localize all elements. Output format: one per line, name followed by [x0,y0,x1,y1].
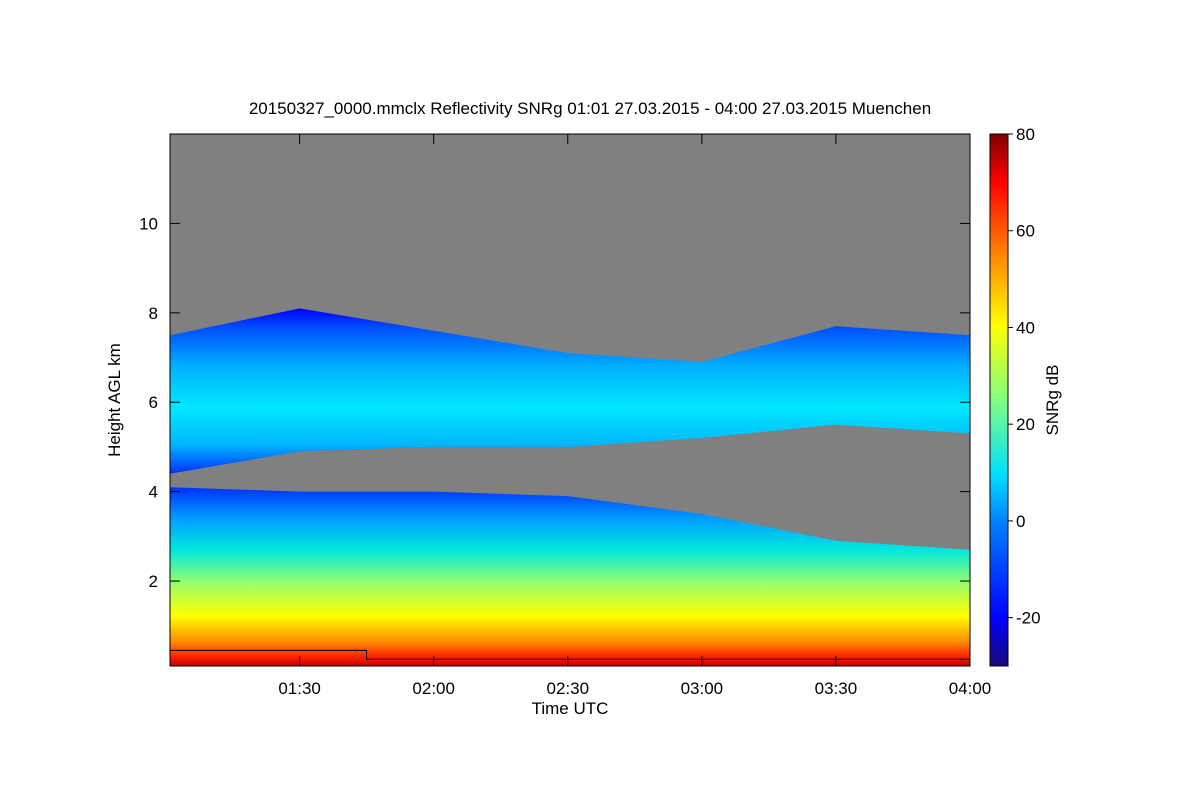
y-tick-label: 2 [149,572,158,591]
y-tick-label: 6 [149,393,158,412]
y-tick-label: 10 [139,214,158,233]
x-tick-label: 03:00 [681,679,724,698]
y-tick-label: 8 [149,304,158,323]
plot-area [170,134,970,666]
colorbar-tick-label: 20 [1016,415,1035,434]
plot-frame [169,133,971,667]
colorbar-tick-label: 60 [1016,222,1035,241]
upper-cloud-layer [170,308,970,474]
x-tick-label: 04:00 [949,679,992,698]
colorbar-tick-label: 40 [1016,318,1035,337]
chart-title: 20150327_0000.mmclx Reflectivity SNRg 01… [249,99,931,118]
x-tick-label: 02:30 [546,679,589,698]
colorbar-tick-label: -20 [1016,609,1041,628]
y-axis-label: Height AGL km [105,343,124,457]
lower-precipitation-layer [170,487,970,666]
x-axis: 01:30 02:00 02:30 03:00 03:30 04:00 [278,134,991,698]
colorbar-axis: -20 0 20 40 60 80 [1008,125,1041,628]
colorbar-tick-label: 80 [1016,125,1035,144]
x-tick-label: 01:30 [278,679,321,698]
colorbar-tick-label: 0 [1016,512,1025,531]
x-axis-label: Time UTC [532,699,609,718]
x-tick-label: 03:30 [815,679,858,698]
y-axis: 2 4 6 8 10 [139,214,970,591]
colorbar-label: SNRg dB [1043,365,1062,436]
x-tick-label: 02:00 [412,679,455,698]
colorbar [989,133,1009,667]
reference-line [170,649,970,660]
y-tick-label: 4 [149,483,158,502]
